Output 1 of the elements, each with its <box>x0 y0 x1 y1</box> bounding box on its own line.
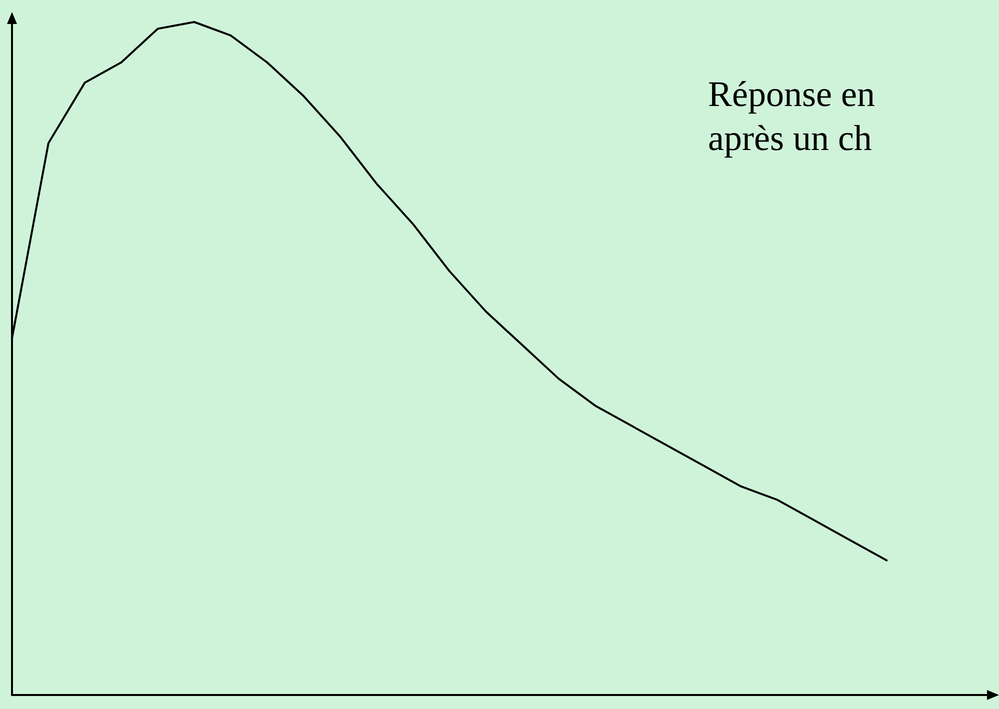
annotation: Réponse en après un ch <box>708 74 875 158</box>
